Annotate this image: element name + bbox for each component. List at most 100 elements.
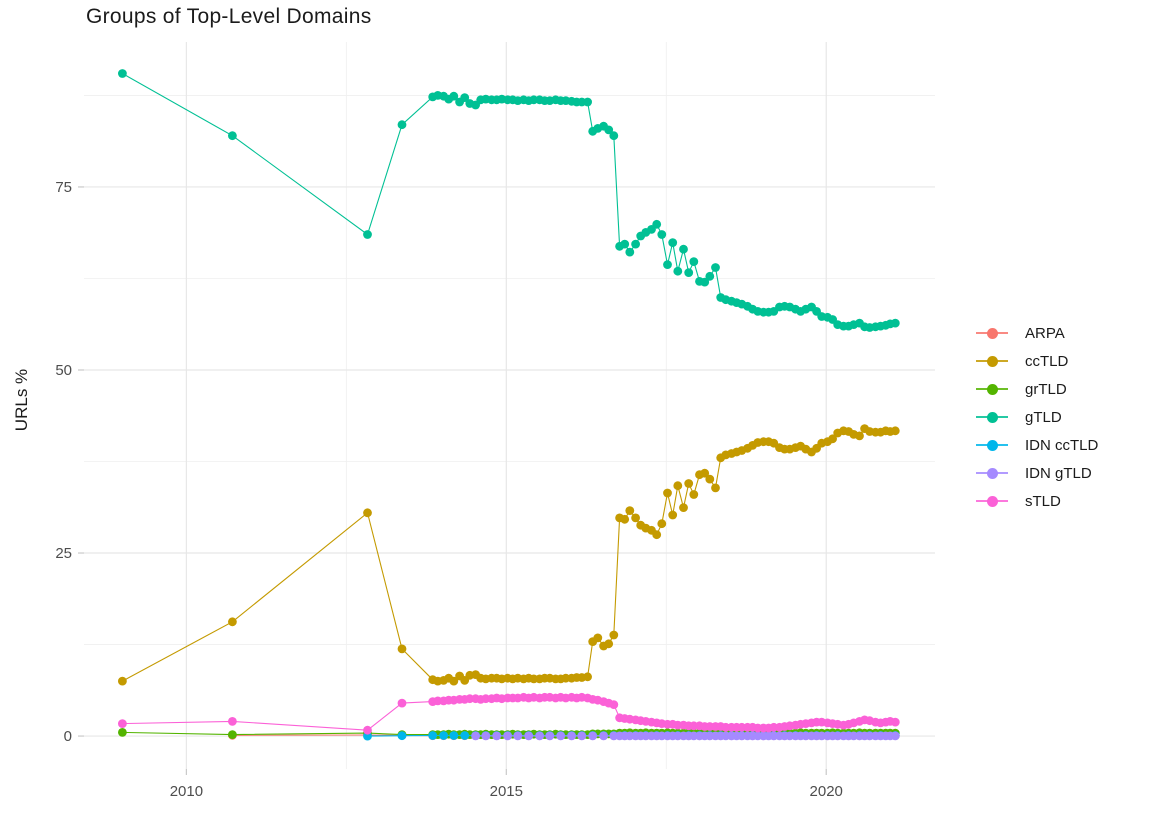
data-point bbox=[620, 239, 630, 249]
data-point bbox=[652, 530, 662, 540]
data-point bbox=[588, 731, 598, 741]
data-point bbox=[460, 731, 470, 740]
legend-label: grTLD bbox=[1025, 380, 1067, 398]
data-point bbox=[397, 644, 407, 654]
data-point bbox=[625, 247, 635, 257]
legend-item-idn-cctld: IDN ccTLD bbox=[976, 431, 1098, 459]
data-point bbox=[604, 639, 614, 649]
data-point bbox=[449, 676, 459, 686]
data-point bbox=[625, 506, 635, 515]
data-point bbox=[711, 263, 720, 272]
y-axis-label: URLs % bbox=[12, 368, 31, 432]
data-point bbox=[609, 131, 619, 141]
legend-item-gtld: gTLD bbox=[976, 403, 1098, 431]
legend-key-idn-cctld-icon bbox=[976, 439, 1008, 451]
data-point bbox=[439, 731, 448, 740]
data-point bbox=[492, 731, 502, 741]
data-point bbox=[524, 731, 534, 741]
data-point bbox=[599, 731, 608, 741]
data-point bbox=[460, 93, 470, 102]
data-point bbox=[513, 731, 523, 741]
data-point bbox=[449, 91, 459, 101]
data-point bbox=[556, 731, 566, 741]
data-point bbox=[673, 481, 683, 491]
data-point bbox=[668, 510, 678, 520]
y-tick-label: 50 bbox=[55, 362, 72, 379]
data-point bbox=[631, 239, 640, 249]
data-point bbox=[689, 490, 699, 499]
data-point bbox=[583, 97, 592, 107]
series-stld bbox=[118, 692, 900, 735]
legend-label: IDN gTLD bbox=[1025, 464, 1092, 482]
legend-item-cctld: ccTLD bbox=[976, 347, 1098, 375]
data-point bbox=[604, 125, 614, 135]
data-point bbox=[673, 266, 683, 276]
data-point bbox=[118, 676, 127, 686]
legend-label: ccTLD bbox=[1025, 352, 1069, 370]
data-point bbox=[657, 519, 667, 529]
data-point bbox=[593, 633, 603, 643]
data-point bbox=[620, 514, 630, 524]
data-point bbox=[890, 717, 900, 727]
data-point bbox=[535, 731, 544, 741]
legend-key-grtld-icon bbox=[976, 383, 1008, 395]
legend-key-stld-icon bbox=[976, 495, 1008, 507]
data-point bbox=[890, 318, 900, 328]
legend-item-grtld: grTLD bbox=[976, 375, 1098, 403]
legend-key-idn-gtld-icon bbox=[976, 467, 1008, 479]
data-point bbox=[890, 731, 900, 741]
data-point bbox=[855, 431, 864, 441]
data-point bbox=[228, 131, 237, 141]
data-point bbox=[711, 483, 720, 493]
data-point bbox=[567, 731, 576, 741]
data-point bbox=[449, 731, 459, 740]
data-point bbox=[700, 277, 710, 287]
data-point bbox=[668, 238, 678, 248]
data-point bbox=[657, 230, 667, 239]
legend-key-gtld-icon bbox=[976, 411, 1008, 423]
data-point bbox=[609, 700, 619, 709]
data-point bbox=[684, 479, 694, 488]
data-point bbox=[705, 271, 715, 281]
data-point bbox=[118, 69, 127, 78]
data-point bbox=[397, 120, 407, 130]
data-point bbox=[679, 244, 688, 254]
series-line bbox=[122, 73, 896, 329]
series-cctld bbox=[118, 424, 900, 686]
legend-item-stld: sTLD bbox=[976, 487, 1098, 515]
y-tick-label: 0 bbox=[64, 728, 72, 745]
data-point bbox=[700, 468, 710, 478]
x-tick-label: 2015 bbox=[490, 783, 523, 800]
data-point bbox=[363, 230, 372, 239]
legend-label: ARPA bbox=[1025, 324, 1065, 342]
data-point bbox=[828, 434, 837, 444]
data-point bbox=[545, 731, 555, 741]
legend: ARPA ccTLD grTLD gTLD IDN ccTLD IDN gTLD sTLD bbox=[976, 319, 1098, 515]
data-point bbox=[689, 257, 699, 266]
data-point bbox=[583, 672, 592, 682]
legend-item-arpa: ARPA bbox=[976, 319, 1098, 347]
legend-label: IDN ccTLD bbox=[1025, 436, 1099, 454]
data-point bbox=[577, 731, 587, 741]
chart-title: Groups of Top-Level Domains bbox=[86, 5, 372, 28]
y-tick-label: 75 bbox=[55, 179, 72, 196]
data-point bbox=[118, 728, 127, 737]
x-tick-label: 2020 bbox=[810, 783, 843, 800]
data-point bbox=[228, 717, 237, 726]
y-tick-label: 25 bbox=[55, 545, 72, 562]
data-point bbox=[363, 508, 372, 518]
data-point bbox=[397, 731, 407, 741]
data-point bbox=[663, 260, 672, 269]
legend-key-arpa-icon bbox=[976, 327, 1008, 339]
data-point bbox=[471, 731, 480, 741]
data-point bbox=[363, 725, 372, 735]
data-point bbox=[684, 268, 694, 277]
x-tick-label: 2010 bbox=[170, 783, 203, 800]
series-idn-gtld bbox=[471, 731, 900, 741]
data-point bbox=[228, 730, 237, 739]
data-point bbox=[663, 488, 672, 498]
data-point bbox=[503, 731, 512, 741]
series-gtld bbox=[118, 69, 900, 332]
